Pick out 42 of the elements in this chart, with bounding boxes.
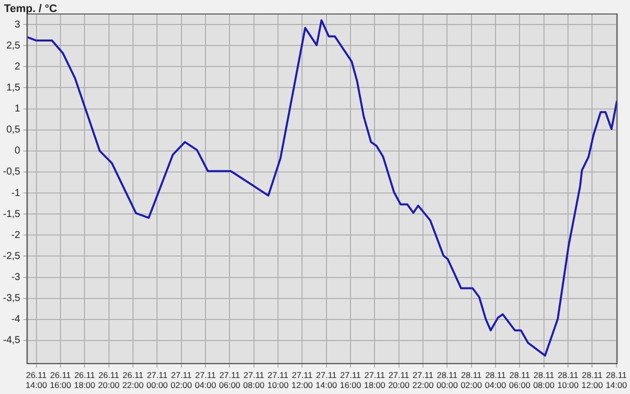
y-tick-label: -3,5 bbox=[2, 293, 21, 304]
y-tick-label: -3 bbox=[11, 272, 21, 284]
y-axis-title: Temp. / °C bbox=[4, 3, 58, 16]
y-tick-label: 1 bbox=[14, 104, 21, 115]
y-tick-label: 1,5 bbox=[6, 82, 21, 94]
x-tick-label: 26.11 20:00 bbox=[98, 370, 120, 390]
x-tick-label: 28.11 14:00 bbox=[606, 370, 628, 390]
x-tick-label: 26.11 14:00 bbox=[26, 370, 48, 390]
y-tick-label: -2 bbox=[11, 230, 21, 241]
y-tick-label: 2,5 bbox=[6, 40, 21, 52]
x-tick-label: 27.11 04:00 bbox=[194, 370, 216, 390]
x-tick-label: 27.11 16:00 bbox=[340, 370, 362, 390]
y-tick-label: -0,5 bbox=[2, 166, 21, 178]
x-tick-label: 27.11 18:00 bbox=[364, 370, 386, 390]
x-tick-label: 26.11 16:00 bbox=[50, 370, 72, 390]
x-tick-label: 26.11 18:00 bbox=[74, 370, 96, 390]
y-tick-label: -1 bbox=[11, 188, 21, 199]
y-tick-label: 3 bbox=[14, 19, 21, 30]
x-tick-label: 28.11 12:00 bbox=[582, 370, 604, 390]
x-tick-label: 27.11 20:00 bbox=[388, 370, 410, 390]
x-tick-label: 28.11 00:00 bbox=[436, 370, 458, 390]
y-tick-label: -4,5 bbox=[2, 335, 21, 346]
x-tick-label: 28.11 04:00 bbox=[484, 370, 506, 390]
x-tick-label: 27.11 02:00 bbox=[170, 370, 192, 390]
y-tick-label: -2,5 bbox=[2, 250, 21, 262]
x-tick-label: 28.11 02:00 bbox=[460, 370, 482, 390]
x-tick-label: 27.11 00:00 bbox=[146, 370, 168, 390]
x-tick-label: 27.11 06:00 bbox=[219, 370, 241, 390]
x-tick-label: 28.11 08:00 bbox=[533, 370, 555, 390]
x-tick-label: 27.11 14:00 bbox=[316, 370, 338, 390]
y-tick-label: 0,5 bbox=[6, 124, 21, 136]
x-tick-label: 27.11 22:00 bbox=[412, 370, 434, 390]
y-tick-label: -4 bbox=[11, 314, 21, 326]
y-tick-label: 2 bbox=[14, 61, 21, 72]
y-tick-label: 0 bbox=[14, 146, 21, 157]
x-tick-label: 27.11 10:00 bbox=[267, 370, 289, 390]
x-tick-label: 27.11 12:00 bbox=[292, 370, 314, 390]
x-tick-label: 27.11 08:00 bbox=[243, 370, 265, 390]
x-tick-label: 28.11 10:00 bbox=[557, 370, 579, 390]
y-tick-label: -1,5 bbox=[2, 208, 21, 220]
x-tick-label: 28.11 06:00 bbox=[509, 370, 531, 390]
x-tick-label: 26.11 22:00 bbox=[122, 370, 144, 390]
